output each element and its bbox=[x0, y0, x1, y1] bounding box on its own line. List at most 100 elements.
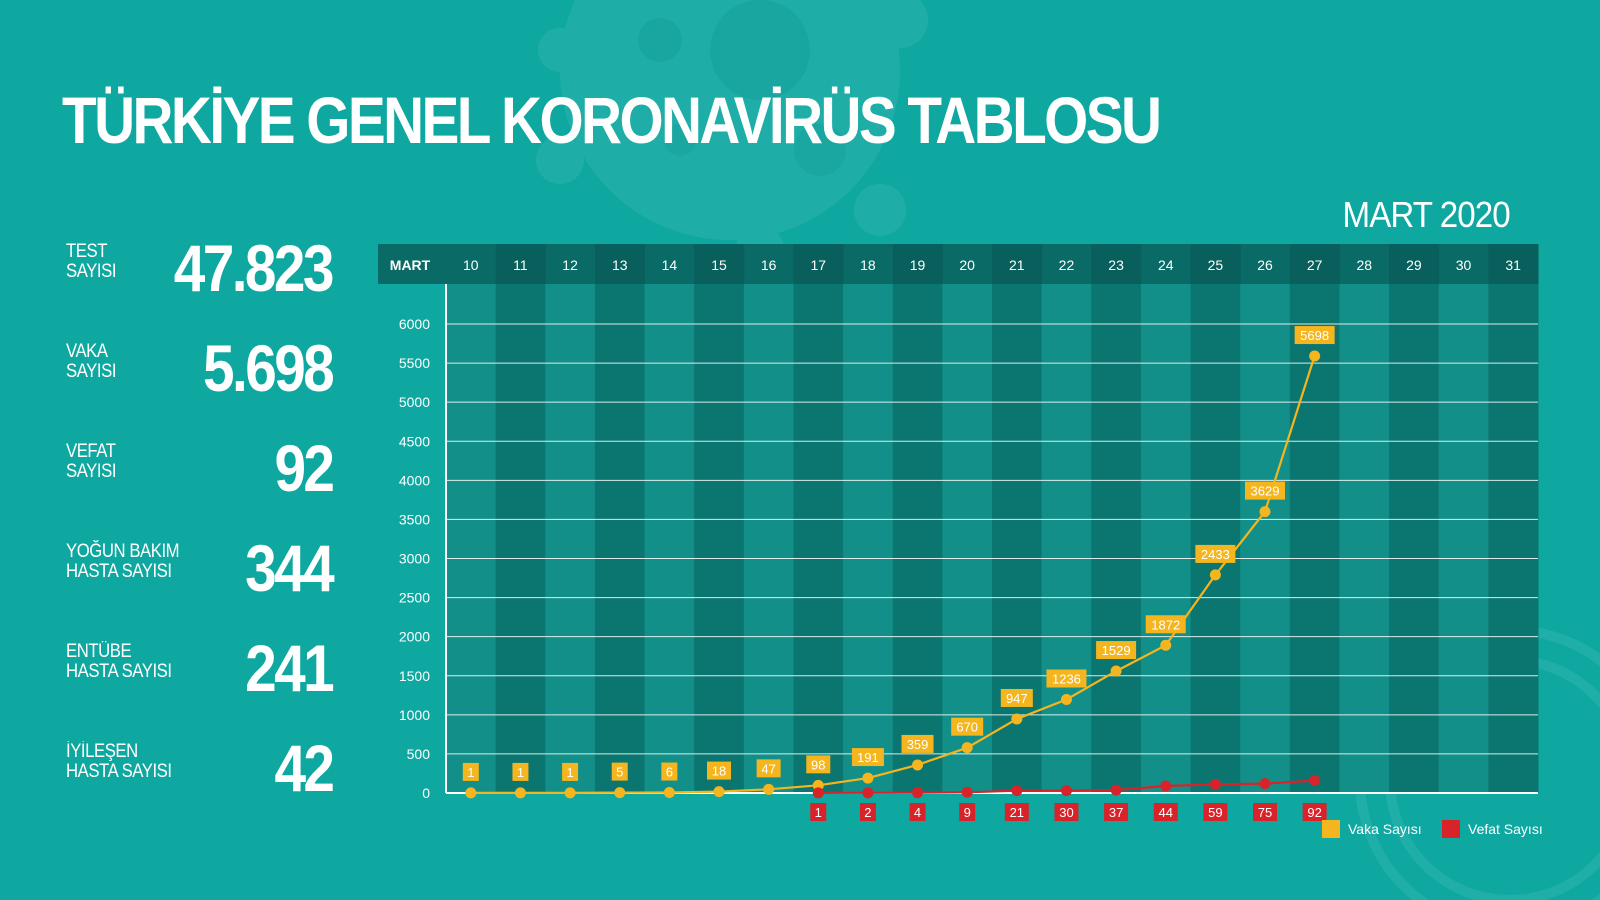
x-tick-label: 24 bbox=[1158, 257, 1174, 273]
data-label-box bbox=[1195, 544, 1236, 563]
x-tick-label: 15 bbox=[711, 257, 727, 273]
data-label-box bbox=[909, 803, 926, 821]
x-tick-label: 18 bbox=[860, 257, 876, 273]
stat-value: 5.698 bbox=[202, 331, 335, 405]
data-label: 30 bbox=[1059, 805, 1073, 820]
chart-column bbox=[892, 284, 943, 793]
data-label: 1 bbox=[815, 805, 822, 820]
header-column bbox=[694, 244, 745, 284]
x-tick-label: 31 bbox=[1505, 257, 1521, 273]
y-tick-label: 0 bbox=[422, 785, 430, 801]
data-point bbox=[1259, 506, 1271, 518]
x-tick-label: 16 bbox=[761, 257, 777, 273]
data-label: 1 bbox=[467, 765, 474, 780]
chart-column bbox=[843, 284, 894, 793]
data-label-box bbox=[1253, 803, 1277, 821]
data-label: 947 bbox=[1006, 691, 1028, 706]
chart-column bbox=[446, 284, 497, 793]
data-label-box bbox=[1203, 803, 1228, 821]
x-tick-label: 21 bbox=[1009, 257, 1025, 273]
data-label-box bbox=[707, 761, 731, 780]
stat-vefat: VEFAT SAYISI 92 bbox=[66, 431, 336, 536]
x-tick-label: 27 bbox=[1307, 257, 1323, 273]
data-label-box bbox=[756, 759, 781, 778]
data-point bbox=[763, 783, 775, 795]
data-label: 3629 bbox=[1251, 484, 1280, 499]
y-tick-label: 3000 bbox=[399, 551, 430, 567]
data-label: 1529 bbox=[1102, 643, 1131, 658]
data-point bbox=[614, 787, 626, 799]
data-label-box bbox=[462, 762, 479, 781]
y-tick-label: 4000 bbox=[399, 472, 430, 488]
data-point bbox=[961, 742, 973, 754]
data-label-box bbox=[1153, 803, 1178, 821]
data-label-box bbox=[859, 803, 876, 821]
series-line-vaka bbox=[470, 355, 1316, 794]
data-label-box bbox=[611, 762, 628, 781]
x-tick-label: 26 bbox=[1257, 257, 1273, 273]
y-tick-label: 4500 bbox=[399, 433, 430, 449]
data-label: 9 bbox=[964, 805, 971, 820]
data-label: 59 bbox=[1208, 805, 1222, 820]
data-label: 92 bbox=[1307, 805, 1321, 820]
data-point bbox=[1060, 694, 1072, 706]
data-label-box bbox=[1104, 803, 1129, 821]
y-tick-label: 2500 bbox=[399, 590, 430, 606]
data-label-box bbox=[661, 762, 678, 781]
data-label: 98 bbox=[811, 757, 825, 772]
x-tick-label: 11 bbox=[513, 257, 528, 273]
chart-column bbox=[1190, 284, 1241, 793]
chart-column bbox=[1488, 284, 1539, 793]
data-point bbox=[564, 787, 576, 799]
data-point bbox=[912, 787, 924, 799]
data-label-box bbox=[810, 803, 827, 821]
chart-column bbox=[942, 284, 993, 793]
header-column bbox=[1389, 244, 1440, 284]
chart-column bbox=[1240, 284, 1291, 793]
data-point bbox=[1160, 780, 1172, 792]
data-label-box bbox=[1000, 688, 1033, 707]
data-label-box bbox=[1096, 641, 1137, 660]
chart-column bbox=[1091, 284, 1142, 793]
chart-column bbox=[1041, 284, 1092, 793]
data-label-box bbox=[1054, 803, 1079, 821]
data-point bbox=[1110, 665, 1122, 677]
x-tick-label: 22 bbox=[1059, 257, 1075, 273]
stat-label: VEFAT SAYISI bbox=[66, 441, 117, 482]
stats-panel: TEST SAYISI 47.823 VAKA SAYISI 5.698 VEF… bbox=[66, 231, 336, 836]
data-label-box bbox=[1302, 803, 1327, 821]
x-tick-label: 19 bbox=[910, 257, 926, 273]
chart-column bbox=[594, 284, 646, 793]
chart-column bbox=[1140, 284, 1192, 793]
data-label-box bbox=[1004, 803, 1029, 821]
data-label: 5 bbox=[616, 765, 623, 780]
data-label: 1236 bbox=[1052, 672, 1081, 687]
chart-column bbox=[495, 284, 546, 793]
data-label-box bbox=[951, 717, 984, 736]
data-point bbox=[514, 787, 526, 799]
page-title: TÜRKİYE GENEL KORONAVİRÜS TABLOSU bbox=[62, 83, 1162, 157]
x-tick-label: 17 bbox=[810, 257, 826, 273]
y-tick-label: 500 bbox=[407, 746, 431, 762]
data-label: 670 bbox=[956, 720, 978, 735]
header-column bbox=[992, 244, 1043, 284]
data-point bbox=[812, 787, 824, 799]
legend-label: Vefat Sayısı bbox=[1468, 821, 1543, 837]
legend-label: Vaka Sayısı bbox=[1348, 821, 1422, 837]
data-point bbox=[1160, 639, 1172, 651]
x-tick-label: 14 bbox=[662, 257, 678, 273]
x-tick-label: 12 bbox=[562, 257, 578, 273]
header-column bbox=[1289, 244, 1340, 284]
y-tick-label: 2000 bbox=[399, 629, 430, 645]
data-label: 37 bbox=[1109, 805, 1123, 820]
data-label-box bbox=[1245, 481, 1285, 500]
stat-value: 92 bbox=[274, 431, 335, 505]
header-column bbox=[1091, 244, 1142, 284]
x-tick-label: 29 bbox=[1406, 257, 1422, 273]
data-label-box bbox=[959, 803, 976, 821]
data-point bbox=[1309, 774, 1321, 786]
data-label: 21 bbox=[1010, 805, 1024, 820]
data-label: 18 bbox=[712, 764, 726, 779]
x-header-label: MART bbox=[390, 257, 431, 273]
